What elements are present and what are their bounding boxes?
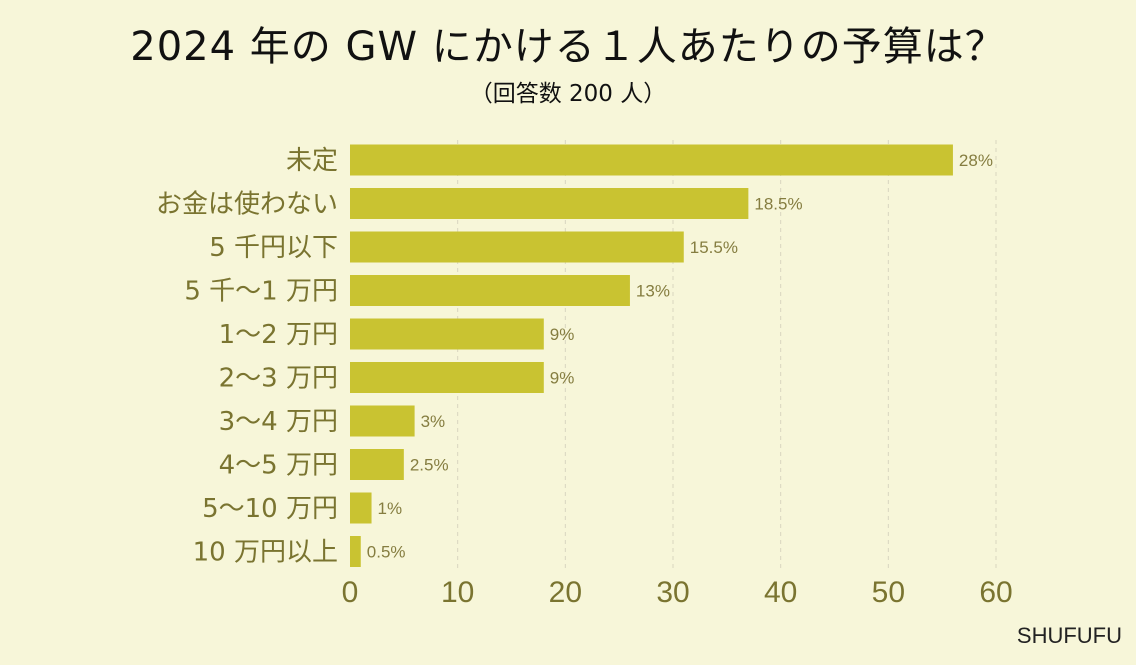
chart-title: 2024 年の GW にかける１人あたりの予算は？: [130, 24, 1006, 70]
data-label-0: 28%: [959, 151, 993, 170]
bar-0: [350, 144, 953, 176]
data-label-5: 9%: [550, 369, 575, 388]
data-label-6: 3%: [421, 412, 446, 431]
x-tick-label-6: 60: [979, 576, 1012, 609]
category-label-1: お金は使わない: [156, 190, 338, 220]
bar-1: [350, 188, 749, 219]
category-label-4: 1〜2 万円: [219, 320, 338, 350]
x-tick-label-3: 30: [656, 576, 689, 609]
bar-6: [350, 405, 415, 437]
bar-5: [350, 362, 544, 393]
chart-subtitle: （回答数 200 人）: [469, 81, 667, 107]
x-tick-label-4: 40: [764, 576, 797, 609]
x-tick-label-0: 0: [342, 576, 359, 609]
brand-logo: SHUFUFU: [1016, 623, 1122, 648]
bar-7: [350, 449, 404, 480]
x-tick-label-5: 50: [872, 576, 905, 609]
category-label-9: 10 万円以上: [193, 538, 338, 568]
category-label-2: 5 千円以下: [209, 233, 338, 263]
bar-4: [350, 318, 544, 350]
bar-9: [350, 536, 361, 567]
data-label-4: 9%: [550, 325, 575, 344]
category-label-6: 3〜4 万円: [219, 407, 338, 437]
bar-3: [350, 275, 630, 306]
bar-2: [350, 231, 684, 263]
data-label-9: 0.5%: [367, 543, 406, 562]
x-tick-label-1: 10: [441, 576, 474, 609]
data-label-3: 13%: [636, 282, 670, 301]
category-label-7: 4〜5 万円: [219, 451, 338, 481]
category-label-5: 2〜3 万円: [219, 364, 338, 394]
bar-8: [350, 492, 372, 524]
data-label-7: 2.5%: [410, 456, 449, 475]
data-label-1: 18.5%: [754, 195, 802, 214]
data-label-2: 15.5%: [690, 238, 738, 257]
category-label-8: 5〜10 万円: [202, 494, 338, 524]
data-label-8: 1%: [378, 499, 403, 518]
category-label-3: 5 千〜1 万円: [184, 277, 338, 307]
x-tick-label-2: 20: [549, 576, 582, 609]
category-label-0: 未定: [286, 146, 338, 176]
